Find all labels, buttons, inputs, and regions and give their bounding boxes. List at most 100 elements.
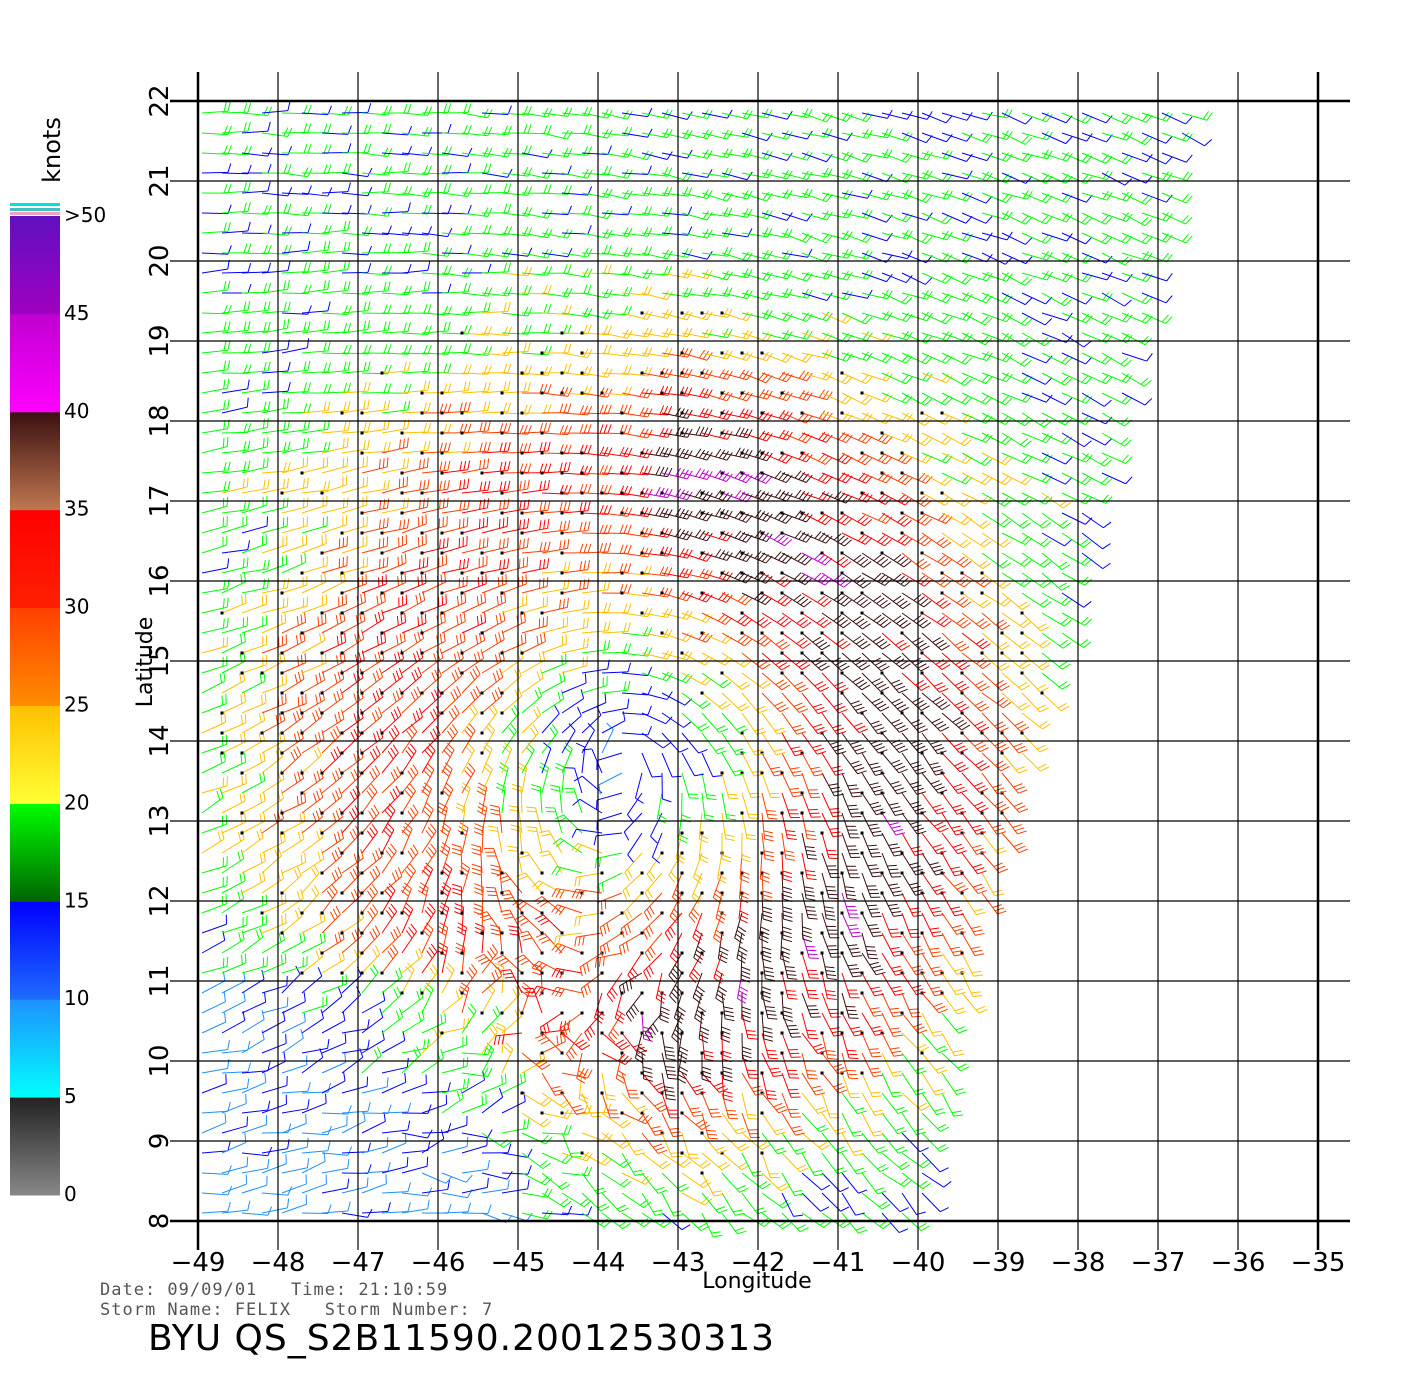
- rain-flag: [940, 771, 944, 775]
- wind-barb: [741, 1152, 764, 1177]
- wind-barb: [564, 787, 583, 814]
- x-tick-label: −35: [1291, 1248, 1346, 1278]
- wind-barb: [761, 312, 793, 322]
- wind-barb: [801, 491, 833, 502]
- wind-barb: [961, 152, 993, 162]
- wind-barb: [801, 772, 821, 798]
- wind-barb: [361, 206, 393, 217]
- rain-flag: [680, 971, 684, 975]
- wind-barb: [518, 930, 544, 955]
- rain-flag: [520, 411, 524, 415]
- wind-barb: [640, 1011, 653, 1042]
- wind-barb: [480, 461, 511, 475]
- wind-barb: [601, 148, 633, 158]
- wind-barb: [801, 311, 833, 322]
- rain-flag: [560, 931, 564, 935]
- wind-barb: [221, 849, 245, 874]
- rain-flag: [480, 1011, 484, 1015]
- rain-flag: [360, 751, 364, 755]
- rain-flag: [340, 771, 344, 775]
- rain-flag: [480, 551, 484, 555]
- wind-barb: [780, 771, 803, 798]
- rain-flag: [680, 431, 684, 435]
- wind-barb: [221, 1133, 247, 1154]
- rain-flag: [560, 491, 564, 495]
- wind-barb: [961, 492, 993, 505]
- wind-barb: [741, 1072, 765, 1096]
- wind-barb: [280, 907, 303, 935]
- wind-barb: [521, 480, 550, 494]
- wind-barb: [581, 244, 612, 255]
- wind-barb: [381, 803, 396, 834]
- wind-barb: [860, 911, 883, 938]
- rain-flag: [780, 571, 784, 575]
- wind-barb: [741, 792, 759, 819]
- wind-barb: [201, 956, 229, 974]
- wind-barb: [1061, 632, 1092, 648]
- wind-barb: [821, 372, 853, 385]
- wind-barb: [680, 651, 713, 666]
- rain-flag: [340, 411, 344, 415]
- wind-barb: [361, 1202, 391, 1214]
- wind-barb: [440, 862, 453, 895]
- wind-barb: [781, 1152, 809, 1173]
- wind-barb: [640, 608, 673, 618]
- rain-flag: [300, 571, 304, 575]
- rain-flag: [480, 571, 484, 575]
- wind-barb: [1041, 632, 1072, 649]
- wind-barb: [721, 1212, 747, 1235]
- wind-barb: [781, 1092, 801, 1118]
- rain-flag: [500, 491, 504, 495]
- wind-barb: [801, 1012, 819, 1040]
- wind-barb: [1001, 612, 1032, 629]
- wind-barb: [1041, 552, 1071, 571]
- wind-barb: [781, 312, 813, 322]
- wind-barb: [221, 632, 246, 654]
- rain-flag: [280, 891, 284, 895]
- rain-flag: [980, 651, 984, 655]
- rain-flag: [380, 631, 384, 635]
- wind-barb: [241, 262, 272, 274]
- wind-barb: [281, 931, 306, 954]
- wind-barb: [1020, 631, 1052, 649]
- wind-barb: [700, 548, 733, 561]
- wind-barb: [641, 186, 673, 197]
- wind-barb: [760, 1011, 774, 1042]
- wind-barb: [1061, 552, 1093, 566]
- wind-barb: [861, 512, 893, 525]
- wind-barb: [241, 301, 271, 314]
- rain-flag: [840, 511, 844, 515]
- wind-barb: [420, 554, 447, 575]
- wind-barb: [561, 1206, 593, 1216]
- wind-barb: [300, 707, 323, 735]
- rain-flag: [240, 671, 244, 675]
- wind-barb: [201, 655, 228, 674]
- wind-barb: [401, 923, 418, 954]
- wind-barb: [921, 1132, 949, 1153]
- wind-barb: [661, 287, 693, 298]
- wind-barb: [960, 671, 990, 692]
- wind-barb: [820, 631, 851, 650]
- rain-flag: [840, 1031, 844, 1035]
- rain-flag: [540, 951, 544, 955]
- wind-barb: [820, 971, 837, 1001]
- wind-barb: [521, 541, 551, 554]
- wind-barb: [535, 933, 563, 954]
- rain-flag: [380, 371, 384, 375]
- rain-flag: [420, 931, 424, 935]
- rain-flag: [440, 531, 444, 535]
- wind-barb: [960, 811, 987, 835]
- wind-barb: [360, 865, 381, 895]
- wind-barb: [582, 748, 603, 774]
- wind-barb: [401, 902, 414, 934]
- wind-barb: [901, 1092, 930, 1111]
- wind-barb: [841, 209, 873, 219]
- rain-flag: [480, 931, 484, 935]
- wind-barb: [681, 672, 713, 686]
- wind-barb: [481, 247, 513, 258]
- wind-barb: [441, 1136, 469, 1154]
- rain-flag: [280, 591, 284, 595]
- wind-barb: [841, 752, 867, 775]
- rain-flag: [620, 1111, 624, 1115]
- wind-barb: [221, 871, 246, 894]
